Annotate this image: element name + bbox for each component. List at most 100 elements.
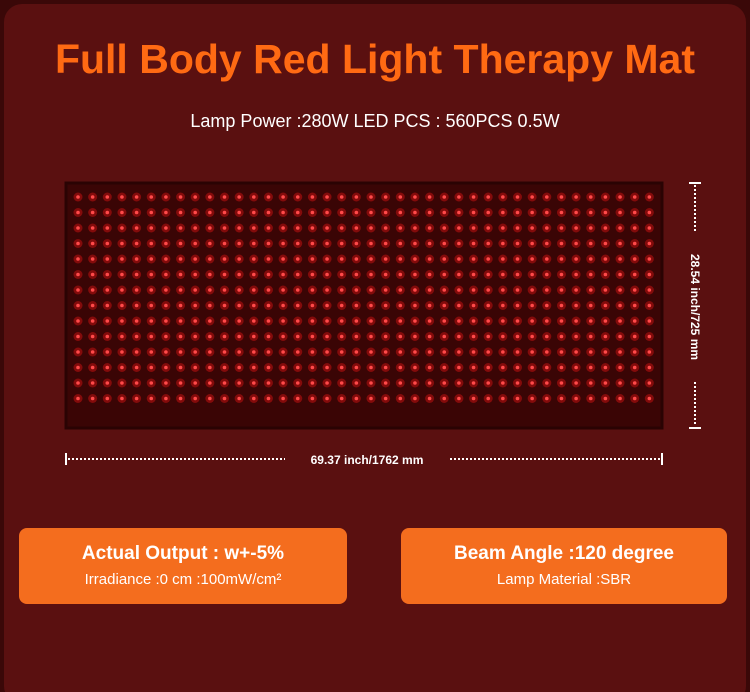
led: [134, 226, 139, 230]
led: [618, 381, 622, 385]
led: [90, 303, 95, 308]
led: [354, 334, 359, 339]
led: [149, 226, 154, 230]
led: [559, 334, 564, 339]
led: [208, 365, 212, 370]
led: [369, 210, 373, 215]
led: [222, 303, 227, 308]
led: [237, 272, 241, 277]
led: [76, 272, 80, 277]
led: [383, 319, 388, 323]
led: [105, 272, 110, 277]
led: [471, 195, 476, 199]
led: [310, 365, 315, 370]
led: [603, 381, 608, 385]
led: [105, 319, 110, 323]
led: [164, 226, 168, 230]
led: [427, 303, 432, 308]
led: [354, 210, 359, 215]
led: [530, 334, 534, 339]
led: [559, 365, 564, 370]
spec-title: Actual Output : w+-5%: [81, 543, 285, 564]
led: [413, 381, 417, 385]
led: [486, 195, 491, 199]
led: [603, 350, 608, 354]
led: [208, 319, 212, 323]
led: [208, 272, 212, 277]
led: [90, 195, 95, 199]
led: [208, 226, 212, 230]
led: [501, 195, 505, 199]
led: [501, 226, 505, 230]
led: [164, 396, 168, 401]
led: [105, 303, 110, 308]
led: [413, 396, 417, 401]
led: [603, 334, 608, 339]
led: [471, 319, 476, 323]
led: [76, 241, 80, 246]
led: [295, 303, 300, 308]
led: [471, 350, 476, 354]
led: [208, 381, 212, 385]
led: [515, 288, 520, 292]
led: [588, 319, 593, 323]
led: [632, 319, 637, 323]
led: [545, 381, 549, 385]
led: [383, 272, 388, 277]
led: [178, 334, 183, 339]
led: [647, 288, 652, 292]
led: [515, 334, 520, 339]
led: [530, 381, 534, 385]
led: [486, 288, 491, 292]
led: [164, 365, 168, 370]
led: [603, 241, 608, 246]
led: [76, 288, 80, 292]
led: [427, 210, 432, 215]
led: [295, 334, 300, 339]
led: [281, 396, 285, 401]
led: [120, 303, 124, 308]
led: [134, 210, 139, 215]
led: [120, 319, 124, 323]
led: [222, 350, 227, 354]
led: [632, 210, 637, 215]
led: [559, 396, 564, 401]
led: [339, 381, 344, 385]
led: [178, 210, 183, 215]
led: [647, 303, 652, 308]
led: [90, 365, 95, 370]
spec-detail: Irradiance :0 cm :100mW/cm²: [84, 571, 282, 588]
led: [398, 319, 403, 323]
led: [427, 241, 432, 246]
led: [545, 334, 549, 339]
led: [559, 381, 564, 385]
led: [530, 272, 534, 277]
led: [515, 226, 520, 230]
led: [281, 303, 285, 308]
led: [574, 241, 578, 246]
led: [222, 257, 227, 261]
led: [383, 210, 388, 215]
led: [574, 365, 578, 370]
led: [442, 334, 447, 339]
led: [398, 226, 403, 230]
led: [325, 303, 329, 308]
led: [618, 365, 622, 370]
led: [281, 195, 285, 199]
led: [295, 350, 300, 354]
led: [252, 365, 256, 370]
led: [588, 210, 593, 215]
led: [545, 396, 549, 401]
led: [471, 365, 476, 370]
led: [281, 257, 285, 261]
led: [120, 350, 124, 354]
led: [457, 365, 461, 370]
led: [383, 288, 388, 292]
led: [120, 381, 124, 385]
led: [442, 226, 447, 230]
led: [208, 210, 212, 215]
led: [237, 303, 241, 308]
led: [120, 334, 124, 339]
led: [76, 365, 80, 370]
